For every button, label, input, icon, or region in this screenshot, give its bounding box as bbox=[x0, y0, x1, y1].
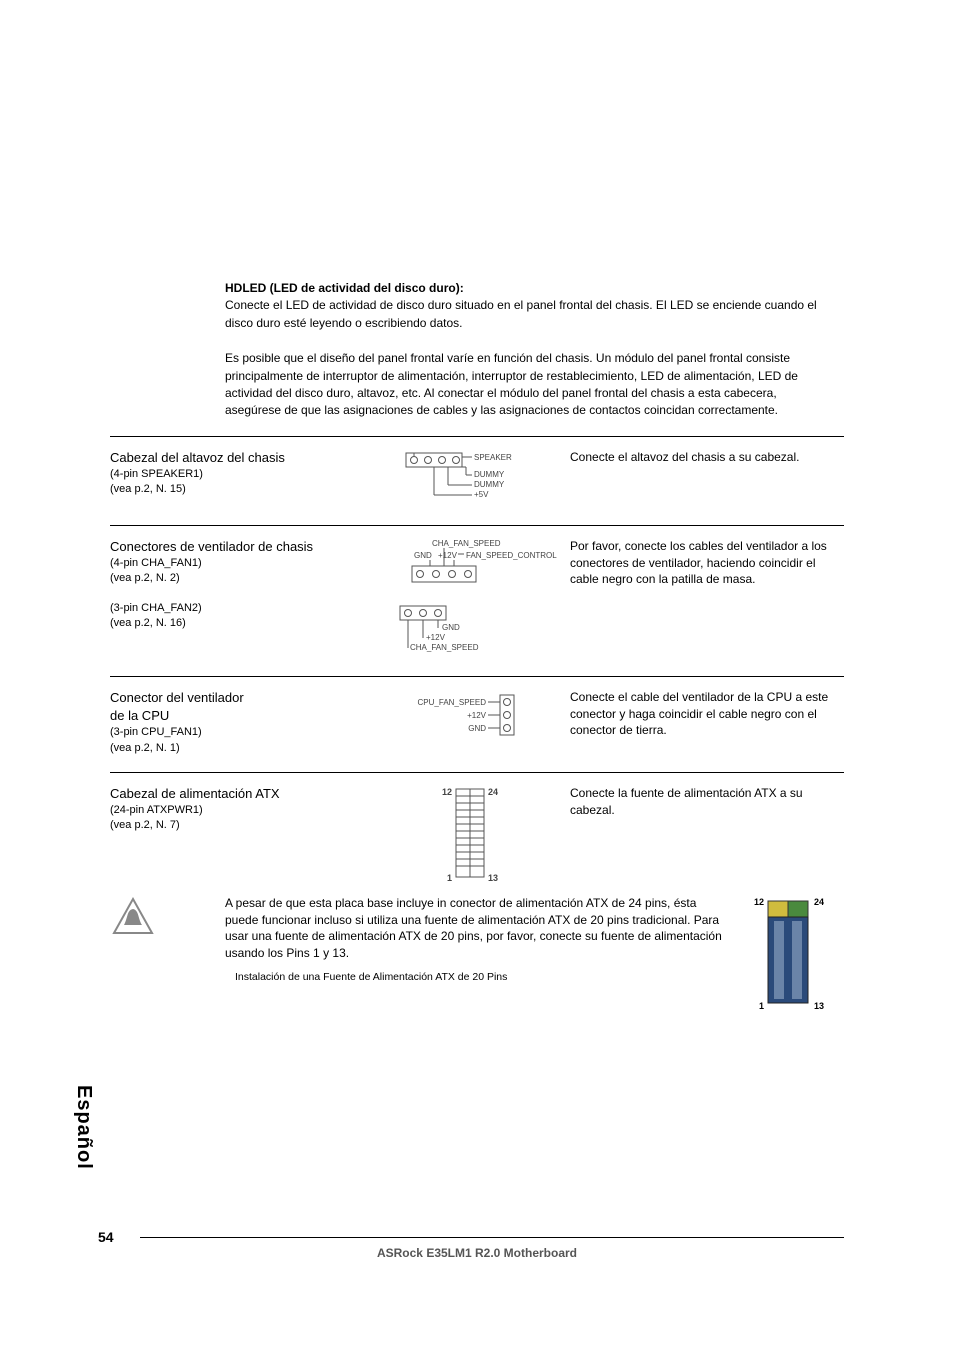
svg-text:GND: GND bbox=[468, 724, 486, 733]
cha-fan-sub1: (4-pin CHA_FAN1) bbox=[110, 556, 370, 571]
svg-text:24: 24 bbox=[488, 787, 498, 797]
separator bbox=[110, 676, 844, 677]
atx-sub1: (24-pin ATXPWR1) bbox=[110, 803, 370, 818]
cha-fan-row: Conectores de ventilador de chasis (4-pi… bbox=[110, 538, 844, 660]
cha-fan-sub4: (vea p.2, N. 16) bbox=[110, 616, 370, 631]
svg-text:13: 13 bbox=[488, 873, 498, 883]
atx-sub2: (vea p.2, N. 7) bbox=[110, 818, 370, 833]
speaker-title: Cabezal del altavoz del chasis bbox=[110, 449, 370, 467]
svg-text:+12V: +12V bbox=[467, 711, 487, 720]
speaker-sub2: (vea p.2, N. 15) bbox=[110, 482, 370, 497]
atx-title: Cabezal de alimentación ATX bbox=[110, 785, 370, 803]
cpu-fan-sub1: (3-pin CPU_FAN1) bbox=[110, 725, 370, 740]
cha-fan-desc: Por favor, conecte los cables del ventil… bbox=[570, 538, 844, 588]
svg-text:SPEAKER: SPEAKER bbox=[474, 453, 512, 462]
svg-text:CHA_FAN_SPEED: CHA_FAN_SPEED bbox=[432, 539, 501, 548]
svg-text:+5V: +5V bbox=[474, 490, 489, 499]
svg-text:12: 12 bbox=[754, 897, 764, 907]
svg-text:+12V: +12V bbox=[426, 633, 446, 642]
cha-fan-sub2: (vea p.2, N. 2) bbox=[110, 571, 370, 586]
separator bbox=[110, 772, 844, 773]
front-panel-note: Es posible que el diseño del panel front… bbox=[225, 350, 824, 420]
speaker-sub1: (4-pin SPEAKER1) bbox=[110, 467, 370, 482]
atx-row: Cabezal de alimentación ATX (24-pin ATXP… bbox=[110, 785, 844, 885]
side-language-label: Español bbox=[72, 1085, 95, 1170]
separator bbox=[110, 525, 844, 526]
hdled-body: Conecte el LED de actividad de disco dur… bbox=[225, 298, 817, 329]
warning-icon bbox=[110, 895, 156, 941]
speaker-desc: Conecte el altavoz del chasis a su cabez… bbox=[570, 449, 844, 466]
atx-diagram: 12 24 1 13 bbox=[410, 785, 530, 885]
svg-text:13: 13 bbox=[814, 1001, 824, 1011]
atx-20pin-diagram: 12 24 1 13 bbox=[744, 895, 834, 1015]
page-number: 54 bbox=[98, 1229, 114, 1245]
footer-rule bbox=[140, 1237, 844, 1238]
separator bbox=[110, 436, 844, 437]
svg-text:12: 12 bbox=[442, 787, 452, 797]
cha-fan1-diagram: CHA_FAN_SPEED +12V GND FAN_SPEED_CONTROL bbox=[370, 538, 570, 592]
footer-text: ASRock E35LM1 R2.0 Motherboard bbox=[0, 1246, 954, 1260]
cpu-fan-title: Conector del ventilador bbox=[110, 689, 370, 707]
svg-text:GND: GND bbox=[442, 623, 460, 632]
cha-fan-sub3: (3-pin CHA_FAN2) bbox=[110, 601, 370, 616]
cpu-fan-desc: Conecte el cable del ventilador de la CP… bbox=[570, 689, 844, 739]
atx-desc: Conecte la fuente de alimentación ATX a … bbox=[570, 785, 844, 819]
warning-caption: Instalación de una Fuente de Alimentació… bbox=[235, 970, 724, 985]
svg-text:24: 24 bbox=[814, 897, 824, 907]
cha-fan-title: Conectores de ventilador de chasis bbox=[110, 538, 370, 556]
cpu-fan-row: Conector del ventilador de la CPU (3-pin… bbox=[110, 689, 844, 756]
svg-text:1: 1 bbox=[759, 1001, 764, 1011]
svg-text:GND: GND bbox=[414, 551, 432, 560]
hdled-title: HDLED (LED de actividad del disco duro): bbox=[225, 281, 464, 295]
svg-text:FAN_SPEED_CONTROL: FAN_SPEED_CONTROL bbox=[466, 551, 557, 560]
svg-text:CHA_FAN_SPEED: CHA_FAN_SPEED bbox=[410, 643, 479, 652]
cpu-fan-sub2: (vea p.2, N. 1) bbox=[110, 741, 370, 756]
speaker-diagram: SPEAKER DUMMY DUMMY +5V bbox=[400, 449, 540, 509]
cha-fan2-diagram: GND +12V CHA_FAN_SPEED bbox=[370, 604, 550, 660]
speaker-row: Cabezal del altavoz del chasis (4-pin SP… bbox=[110, 449, 844, 509]
warning-row: A pesar de que esta placa base incluye i… bbox=[110, 895, 844, 1015]
warning-body: A pesar de que esta placa base incluye i… bbox=[225, 896, 722, 960]
svg-text:1: 1 bbox=[447, 873, 452, 883]
svg-text:DUMMY: DUMMY bbox=[474, 480, 505, 489]
cpu-fan-diagram: CPU_FAN_SPEED +12V GND bbox=[380, 689, 560, 739]
cpu-fan-title2: de la CPU bbox=[110, 707, 370, 725]
svg-text:DUMMY: DUMMY bbox=[474, 470, 505, 479]
svg-text:+12V: +12V bbox=[438, 551, 458, 560]
svg-text:CPU_FAN_SPEED: CPU_FAN_SPEED bbox=[418, 698, 487, 707]
